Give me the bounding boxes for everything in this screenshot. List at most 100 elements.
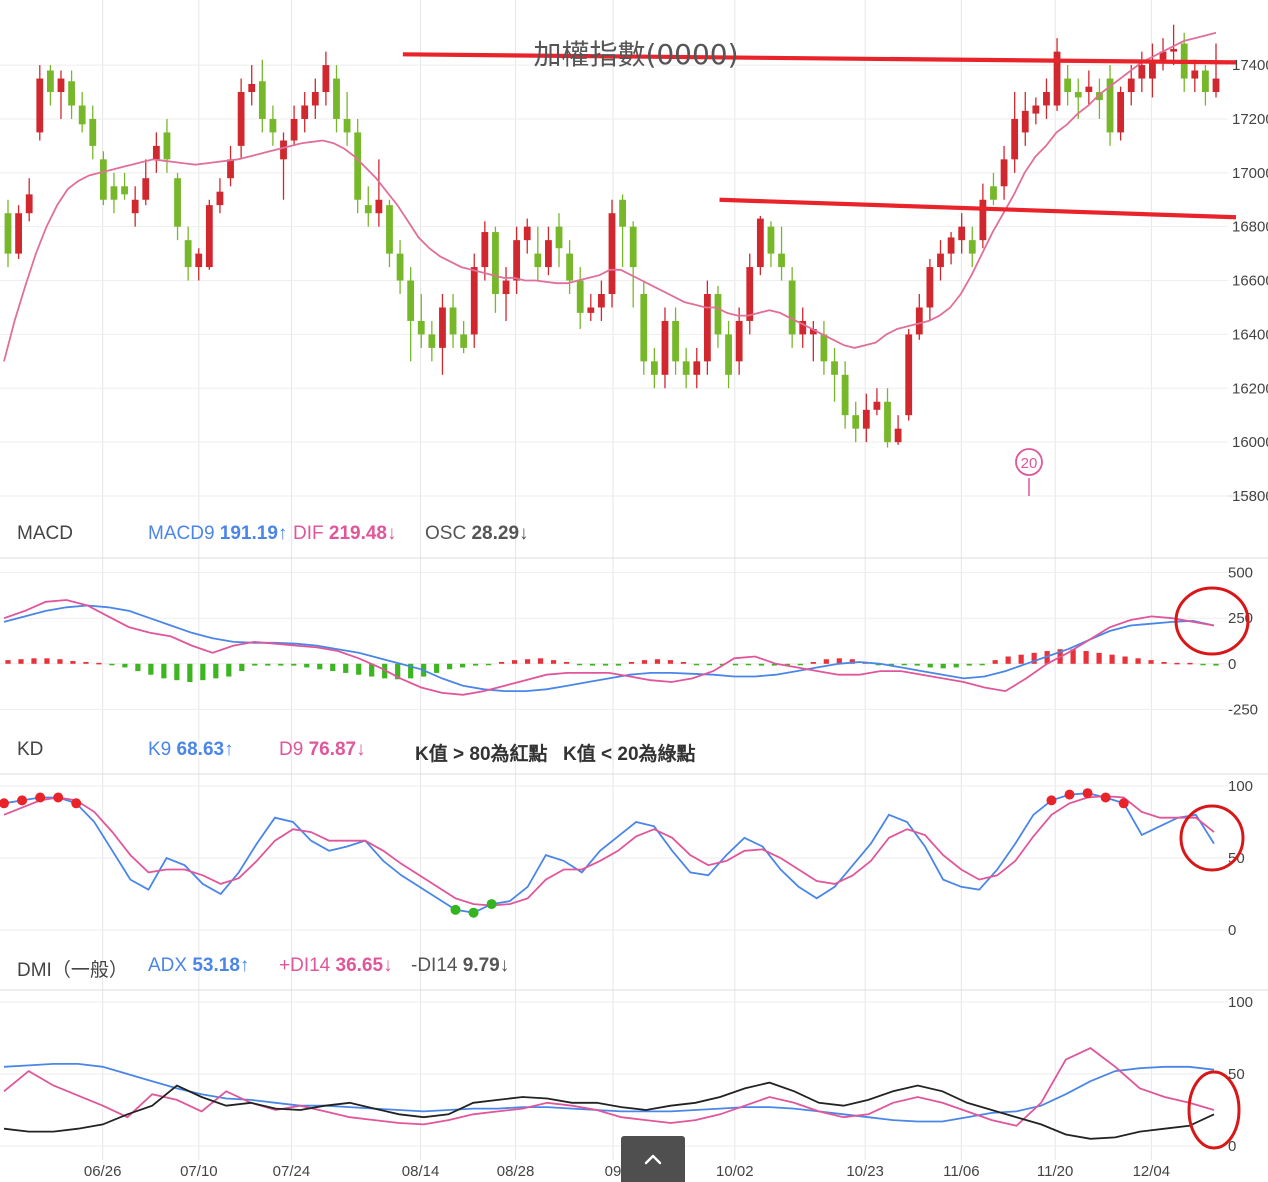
candle-body — [820, 334, 828, 362]
candle-body — [1043, 92, 1050, 106]
macd-histogram-bar — [1083, 651, 1089, 664]
d9-value: 76.87 — [308, 739, 357, 760]
x-tick-label: 12/04 — [1133, 1163, 1171, 1180]
price-tick-label: 16000 — [1232, 434, 1268, 451]
candle-body — [396, 253, 404, 281]
kd-legend-name: KD — [17, 739, 44, 760]
kd-red-dot — [17, 795, 28, 806]
macd-histogram-bar — [200, 663, 206, 681]
osc-arrow: ↓ — [519, 523, 529, 544]
macd-histogram-bar — [161, 663, 167, 679]
macd-histogram-bar — [511, 660, 518, 664]
kd-green-dot — [468, 907, 479, 918]
macd-histogram-bar — [524, 659, 531, 664]
candle-body — [99, 159, 107, 200]
kd-red-dot — [71, 798, 82, 809]
candle-body — [163, 132, 171, 160]
candle-body — [78, 105, 86, 125]
macd-histogram-bar — [979, 663, 985, 666]
candle-body — [1053, 51, 1061, 106]
candle-body — [799, 320, 807, 335]
macd-histogram-bar — [265, 663, 271, 666]
candle-body — [831, 361, 838, 375]
candle-body — [1138, 65, 1146, 79]
macd9-label: MACD9 — [148, 523, 215, 544]
price-tick-label: 17000 — [1232, 165, 1268, 182]
macd-histogram-bar — [771, 663, 777, 666]
candles — [4, 24, 1220, 448]
macd-histogram-bar — [96, 662, 102, 665]
candle-body — [1127, 78, 1135, 93]
candle-body — [661, 320, 669, 375]
macd-tick-label: -250 — [1228, 701, 1258, 718]
macd-histogram-bar — [1174, 662, 1180, 665]
macd-histogram-bar — [797, 663, 803, 666]
macd-highlight-circle — [1174, 586, 1250, 656]
price-tick-label: 16400 — [1232, 326, 1268, 343]
candle-body — [492, 232, 499, 295]
macd-histogram-bar — [1005, 656, 1011, 664]
candle-body — [1074, 92, 1082, 98]
candle-body — [68, 81, 75, 106]
macd9-arrow: ↑ — [277, 523, 288, 544]
macd-lines — [3, 599, 1215, 696]
dmi-highlight-circle — [1187, 1070, 1241, 1150]
candle-body — [290, 118, 298, 141]
macd-histogram-bar — [901, 663, 907, 666]
macd-histogram-bar — [836, 658, 842, 664]
macd-histogram-bar — [537, 658, 544, 664]
x-tick-label: 11/20 — [1037, 1163, 1073, 1180]
candle-body — [619, 199, 626, 227]
scroll-top-button[interactable] — [621, 1136, 685, 1182]
price-tick-label: 16200 — [1232, 380, 1268, 397]
price-tick-label: 17400 — [1232, 57, 1268, 74]
candle-body — [1064, 78, 1072, 93]
candle-body — [884, 401, 891, 443]
macd-histogram-bar — [680, 661, 687, 664]
macd-histogram-bar — [1135, 658, 1141, 664]
candle-body — [852, 415, 860, 429]
candle-body — [364, 205, 372, 214]
candle-body — [545, 240, 552, 268]
candle-body — [36, 78, 44, 133]
macd-histogram-bar — [57, 659, 63, 664]
x-tick-label: 09 — [605, 1163, 622, 1180]
macd-histogram-bar — [1122, 656, 1128, 664]
candle-body — [152, 145, 160, 160]
macd-histogram-bar — [174, 663, 180, 681]
macd-histogram-bar — [927, 663, 933, 668]
candle-body — [894, 428, 902, 443]
x-tick-label: 07/24 — [273, 1163, 311, 1180]
macd-histogram-bar — [810, 661, 816, 664]
adx-label: ADX — [148, 955, 188, 976]
candle-body — [968, 240, 976, 254]
macd-histogram-bar — [278, 663, 284, 666]
kd-signal-dots — [0, 788, 1129, 918]
macd-histogram-bar — [732, 663, 738, 666]
candle-body — [57, 78, 65, 93]
dmi-legend-name: DMI（一般） — [17, 960, 128, 981]
candle-body — [481, 232, 489, 268]
k9-arrow: ↑ — [224, 739, 234, 760]
macd-histogram-bar — [641, 660, 648, 664]
macd-histogram-bar — [992, 660, 998, 664]
minus-di-value: 9.79 — [462, 955, 500, 976]
candle-body — [301, 105, 309, 119]
macd-histogram-bar — [473, 663, 479, 666]
macd-histogram-bar — [1018, 654, 1024, 664]
dmi-panel: 100 50 0 — [3, 994, 1253, 1155]
candle-body — [566, 253, 574, 281]
candle-body — [237, 92, 245, 146]
macd-histogram-bar — [1187, 662, 1193, 665]
candle-body — [915, 307, 923, 335]
candle-body — [979, 199, 987, 241]
kd-tick-label: 0 — [1228, 922, 1236, 939]
macd-tick-label: 500 — [1228, 565, 1253, 582]
kd-red-dot — [1100, 792, 1111, 803]
candle-body — [767, 226, 775, 254]
kd-red-dot — [1118, 798, 1129, 809]
macd-histogram-bar — [5, 660, 11, 664]
dmi-series — [3, 1063, 1215, 1123]
macd-histogram-bar — [1161, 661, 1167, 664]
